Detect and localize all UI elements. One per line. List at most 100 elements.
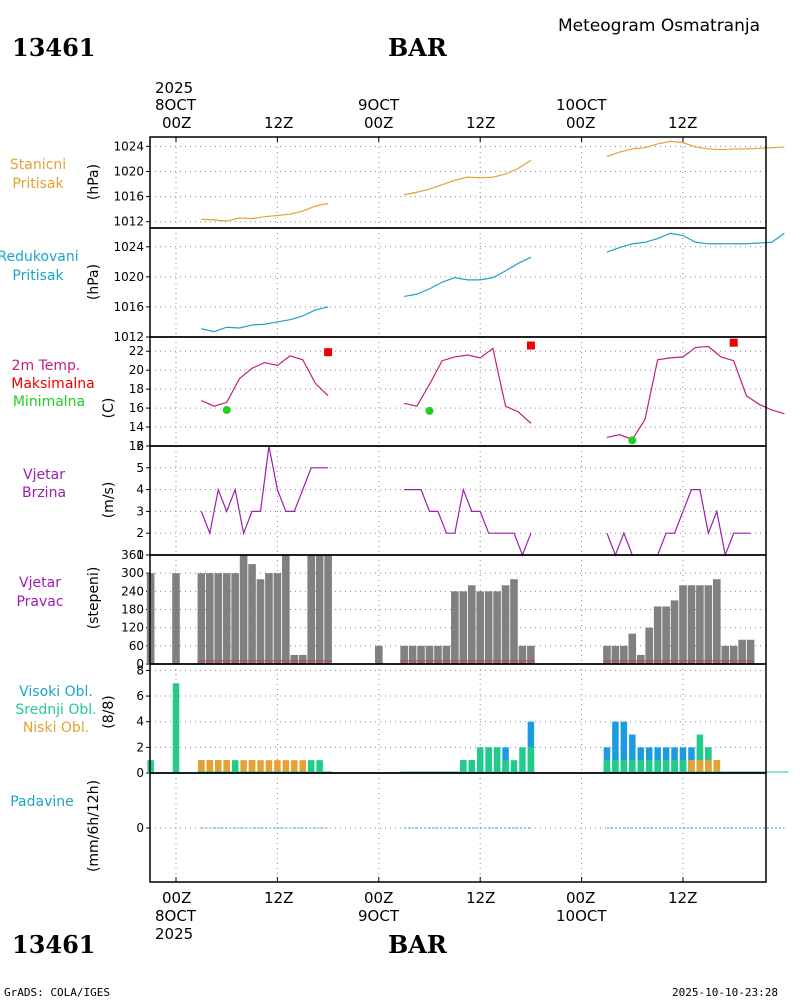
wind-dir-bar xyxy=(290,654,299,664)
label-station-pressure-2: Pritisak xyxy=(12,176,64,192)
cloud-mid-bar xyxy=(316,760,323,773)
wind-dir-bar xyxy=(206,573,214,664)
reduced-pressure-line-series-2 xyxy=(404,256,532,297)
y-tick-label: 300 xyxy=(121,566,144,580)
wind-dir-bar xyxy=(467,585,476,664)
wind-speed-line-series-2 xyxy=(404,487,532,557)
cloud-mid-bar xyxy=(519,747,526,773)
cloud-low-bar xyxy=(265,760,273,773)
wind-dir-bar xyxy=(307,555,315,664)
label-clouds-1: Visoki Obl. xyxy=(19,684,93,700)
y-tick-label: 6 xyxy=(136,689,144,703)
y-tick-label: 3 xyxy=(136,504,144,518)
cloud-mid-bar xyxy=(629,760,636,773)
y-tick-label: 120 xyxy=(121,621,144,635)
wind-dir-bar xyxy=(451,591,459,664)
cloud-low-bar xyxy=(705,760,712,773)
temperature-line-series-3 xyxy=(606,345,785,441)
cloud-mid-bar xyxy=(527,747,535,773)
wind-dir-bar xyxy=(721,645,730,664)
y-tick-label: 20 xyxy=(129,363,144,377)
bottom-day-label-3: 10OCT xyxy=(556,907,607,925)
y-tick-label: 360 xyxy=(121,548,144,562)
y-tick-label: 1020 xyxy=(113,165,144,179)
cloud-mid-bar xyxy=(637,760,644,773)
panel-frame xyxy=(149,445,767,556)
temp-min-point xyxy=(222,405,231,414)
wind-dir-bar xyxy=(628,633,637,664)
unit-wind-dir: (stepeni) xyxy=(86,567,102,630)
wind-dir-bar xyxy=(687,585,696,664)
y-tick-label: 12 xyxy=(129,439,144,453)
bottom-year-label: 2025 xyxy=(155,925,193,943)
cloud-high-bar xyxy=(620,721,628,773)
y-tick-label: 4 xyxy=(136,483,144,497)
cloud-mid-bar xyxy=(172,683,180,773)
wind-dir-bar xyxy=(603,645,611,664)
cloud-low-bar xyxy=(688,760,695,773)
top-hour-label-6: 12Z xyxy=(668,114,697,132)
label-temp-2: Maksimalna xyxy=(11,376,95,392)
unit-wind-speed: (m/s) xyxy=(101,482,117,519)
cloud-mid-bar xyxy=(679,760,687,773)
cloud-mid-bar xyxy=(620,760,628,773)
cloud-mid-bar xyxy=(612,760,619,773)
cloud-low-bar xyxy=(696,760,704,773)
label-wind-dir-1: Vjetar xyxy=(19,575,61,591)
wind-dir-bar xyxy=(645,627,653,664)
y-tick-label: 1016 xyxy=(113,300,144,314)
y-tick-label: 18 xyxy=(129,382,144,396)
label-reduced-pressure-1: Redukovani xyxy=(0,249,79,265)
y-tick-label: 6 xyxy=(136,439,144,453)
bottom-day-label-1: 8OCT xyxy=(155,907,197,925)
cloud-mid-bar xyxy=(460,760,467,773)
wind-dir-bar xyxy=(679,585,687,664)
wind-dir-bar xyxy=(231,573,239,664)
label-station-pressure-1: Stanicni xyxy=(10,157,66,173)
top-hour-label-5: 00Z xyxy=(566,114,595,132)
wind-dir-bar xyxy=(696,585,704,664)
cloud-mid-bar xyxy=(645,760,653,773)
wind-dir-bar xyxy=(265,573,273,664)
wind-dir-bar xyxy=(400,645,408,664)
station-pressure-line-series-1 xyxy=(201,202,329,222)
cloud-low-bar xyxy=(713,760,721,773)
temperature-line-series-1 xyxy=(201,355,329,407)
wind-dir-bar xyxy=(653,606,662,664)
wind-dir-bar xyxy=(197,573,206,664)
y-tick-label: 60 xyxy=(129,639,144,653)
reduced-pressure-line-series-1 xyxy=(201,306,329,333)
cloud-mid-bar xyxy=(671,760,678,773)
top-day-label-3: 10OCT xyxy=(556,96,607,114)
wind-dir-bar xyxy=(484,591,493,664)
wind-dir-bar xyxy=(417,645,425,664)
unit-clouds: (8/8) xyxy=(101,695,117,728)
cloud-high-bar xyxy=(629,734,636,773)
label-wind-dir-2: Pravac xyxy=(16,594,63,610)
wind-dir-bar xyxy=(738,639,746,664)
bottom-hour-label-3: 00Z xyxy=(364,889,393,907)
y-tick-label: 1012 xyxy=(113,330,144,344)
y-tick-label: 0 xyxy=(136,766,144,780)
cloud-mid-bar xyxy=(493,747,501,773)
wind-dir-bar xyxy=(425,645,434,664)
wind-dir-bar xyxy=(315,555,324,664)
wind-dir-bar xyxy=(746,639,755,664)
footer-station-id: 13461 xyxy=(12,930,96,959)
y-tick-label: 5 xyxy=(136,461,144,475)
cloud-high-bar xyxy=(527,721,535,773)
wind-dir-bar xyxy=(620,645,628,664)
top-hour-label-3: 00Z xyxy=(364,114,393,132)
chart-layer: 1012101610201024101210161020102412141618… xyxy=(113,136,789,883)
cloud-mid-bar xyxy=(485,747,492,773)
cloud-low-bar xyxy=(240,760,247,773)
wind-dir-bar xyxy=(239,555,248,664)
unit-precip: (mm/6h/12h) xyxy=(86,780,102,872)
label-temp-3: Minimalna xyxy=(13,394,85,410)
wind-speed-line-series-1 xyxy=(200,445,329,536)
y-tick-label: 1 xyxy=(136,548,144,562)
temp-max-point xyxy=(324,348,333,357)
cloud-low-bar xyxy=(248,760,256,773)
y-tick-label: 1012 xyxy=(113,215,144,229)
